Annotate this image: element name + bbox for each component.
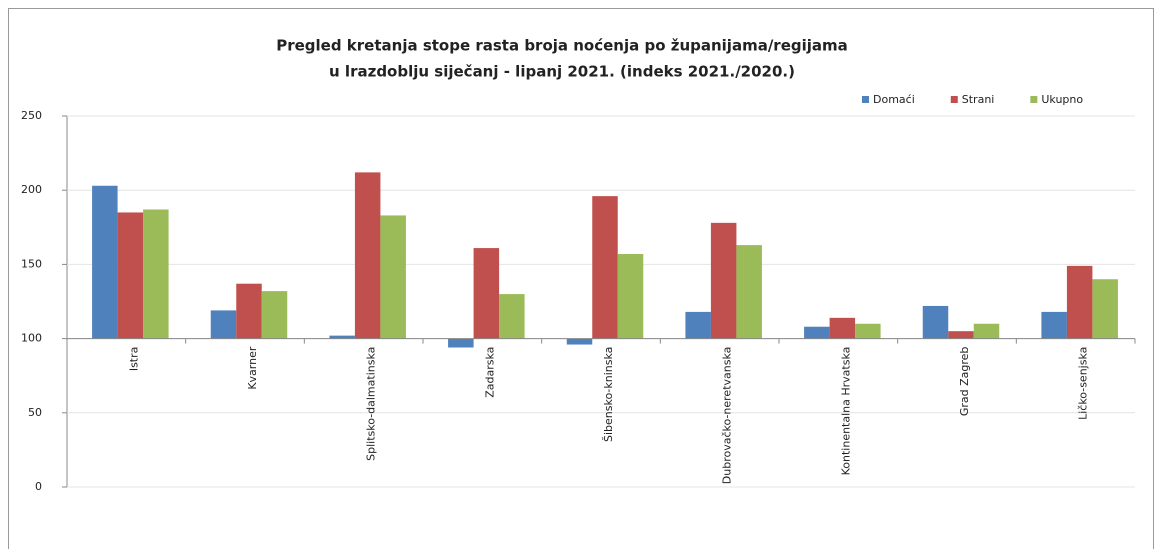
bar [710,222,737,339]
chart-title: u lrazdoblju siječanj - lipanj 2021. (in… [329,63,795,81]
x-tick-label: Splitsko-dalmatinska [365,347,378,461]
bar [855,323,881,339]
legend-label: Ukupno [1041,93,1083,106]
bar [1066,265,1093,339]
bar [922,305,949,339]
chart-title: Pregled kretanja stope rasta broja noćen… [276,37,848,55]
bar [1092,279,1118,339]
bar [685,311,711,339]
bar [566,338,593,345]
bar [499,294,525,339]
y-tick-label: 150 [21,257,42,270]
bar [1041,311,1067,339]
x-tick-label: Zadarska [483,347,496,398]
legend-swatch [1030,96,1038,103]
y-tick-label: 200 [21,183,42,196]
bar [143,209,169,339]
bar [261,291,288,339]
bar [236,283,262,339]
legend-label: Domaći [873,93,915,106]
bar [617,254,644,339]
legend-swatch [950,96,958,103]
y-tick-label: 50 [28,406,42,419]
bar [380,215,406,339]
bar [804,326,830,339]
bar [473,248,500,339]
bar [354,172,381,339]
y-tick-label: 250 [21,109,42,122]
bar [210,310,237,339]
legend-label: Strani [962,93,995,106]
bar [829,317,856,339]
x-tick-label: Istra [127,347,140,372]
bar [736,245,762,339]
x-tick-label: Ličko-senjska [1077,347,1090,420]
x-tick-label: Šibensko-kninska [602,347,615,442]
bar [92,185,118,339]
legend-swatch [862,96,869,103]
y-tick-label: 100 [21,332,42,345]
bar [329,335,355,339]
x-tick-label: Kontinentalna Hrvatska [839,347,852,476]
bar [117,212,144,339]
x-tick-label: Grad Zagreb [958,347,971,417]
bar [592,196,618,339]
x-tick-label: Dubrovačko-neretvanska [721,347,734,485]
bar [948,331,974,339]
x-tick-label: Kvarner [246,346,259,390]
bar [448,338,474,348]
bar [973,323,1000,339]
chart-frame [8,8,1154,549]
y-tick-label: 0 [35,480,42,493]
